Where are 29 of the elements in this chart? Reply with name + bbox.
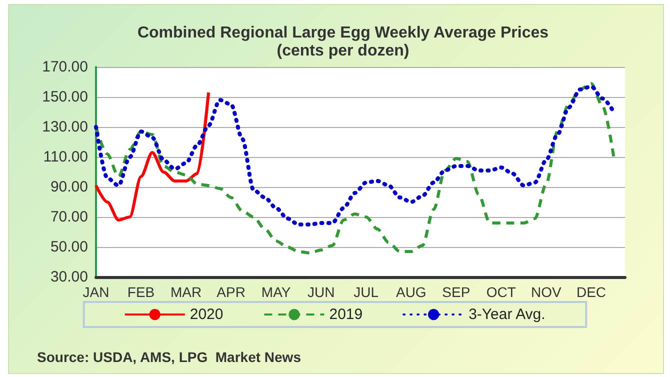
x-tick-label: AUG xyxy=(396,284,426,300)
y-tick-label: 90.00 xyxy=(50,178,88,196)
x-tick-label: JUL xyxy=(354,284,379,300)
x-tick-label: FEB xyxy=(127,284,155,300)
legend-label: 2019 xyxy=(329,306,363,323)
y-tick-label: 130.00 xyxy=(42,118,88,136)
line-series xyxy=(94,84,616,226)
x-tick-label: MAR xyxy=(170,284,202,300)
legend-label: 2020 xyxy=(190,306,224,323)
y-tick-label: 110.00 xyxy=(43,148,88,166)
chart-subtitle: (cents per dozen) xyxy=(276,42,410,60)
line-series xyxy=(94,82,616,254)
y-tick-label: 170.00 xyxy=(42,58,88,76)
x-tick-label: JUN xyxy=(307,284,335,300)
x-tick-label: JAN xyxy=(82,284,110,300)
y-tick-label: 30.00 xyxy=(50,268,88,286)
legend-label: 3-Year Avg. xyxy=(468,306,546,323)
x-tick-label: DEC xyxy=(576,284,606,300)
x-tick-label: SEP xyxy=(442,284,470,300)
source-note: Source: USDA, AMS, LPG Market News xyxy=(37,349,302,365)
y-tick-label: 70.00 xyxy=(50,208,88,226)
chart-title: Combined Regional Large Egg Weekly Average Prices xyxy=(137,24,549,42)
x-tick-label: OCT xyxy=(486,284,516,300)
y-tick-label: 150.00 xyxy=(42,88,88,106)
line-series xyxy=(94,91,210,222)
x-tick-label: APR xyxy=(216,284,246,300)
x-tick-label: NOV xyxy=(531,284,562,300)
y-tick-label: 50.00 xyxy=(50,238,88,256)
x-tick-label: MAY xyxy=(261,284,292,300)
